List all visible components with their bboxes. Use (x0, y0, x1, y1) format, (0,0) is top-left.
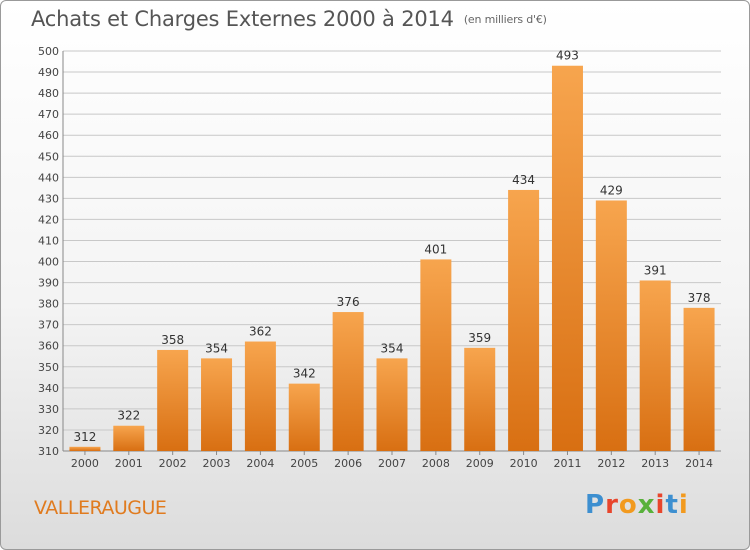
bar-2012[interactable] (595, 200, 627, 451)
x-tick-label: 2011 (553, 457, 581, 470)
y-tick-label: 380 (38, 298, 59, 311)
data-label-2010: 434 (512, 173, 535, 187)
bar-2000[interactable] (69, 446, 101, 451)
data-label-2002: 358 (161, 333, 184, 347)
y-tick-label: 490 (38, 66, 59, 79)
x-tick-label: 2005 (290, 457, 318, 470)
data-label-2014: 378 (688, 291, 711, 305)
y-tick-label: 470 (38, 108, 59, 121)
logo-letter: x (637, 490, 656, 520)
proxiti-logo[interactable]: Proxiti (585, 490, 689, 520)
bars (69, 65, 715, 451)
data-label-2007: 354 (381, 341, 404, 355)
x-tick-label: 2006 (334, 457, 362, 470)
logo-letter: i (678, 490, 689, 520)
data-label-2013: 391 (644, 263, 667, 277)
y-tick-label: 460 (38, 129, 59, 142)
data-label-2011: 493 (556, 49, 579, 63)
bar-2007[interactable] (376, 358, 408, 451)
logo-letter: t (665, 490, 679, 520)
axes: 310 320 330 340 350 360 370 380 390 400 410 420 430 4… (38, 45, 721, 470)
y-tick-label: 370 (38, 319, 59, 332)
y-tick-label: 410 (38, 234, 59, 247)
y-tick-label: 360 (38, 340, 59, 353)
x-tick-label: 2000 (71, 457, 99, 470)
x-tick-label: 2007 (378, 457, 406, 470)
bar-2005[interactable] (288, 383, 320, 451)
bar-2004[interactable] (244, 341, 276, 451)
x-tick-label: 2003 (203, 457, 231, 470)
y-tick-label: 400 (38, 256, 59, 269)
y-tick-label: 430 (38, 192, 59, 205)
bar-2001[interactable] (113, 425, 145, 451)
bar-2003[interactable] (201, 358, 233, 451)
bar-2002[interactable] (157, 349, 189, 451)
bar-2010[interactable] (508, 189, 540, 451)
chart-subtitle: (en milliers d'€) (463, 13, 547, 26)
x-tick-label: 2002 (159, 457, 187, 470)
x-tick-label: 2013 (641, 457, 669, 470)
bar-2008[interactable] (420, 259, 452, 451)
x-tick-label: 2008 (422, 457, 450, 470)
data-label-2009: 359 (468, 331, 491, 345)
x-tick-label: 2004 (246, 457, 274, 470)
commune-name: VALLERAUGUE (34, 497, 167, 519)
y-tick-label: 480 (38, 87, 59, 100)
y-tick-label: 350 (38, 361, 59, 374)
bar-2011[interactable] (551, 65, 583, 451)
logo-letter: o (618, 490, 638, 520)
y-tick-label: 420 (38, 213, 59, 226)
bar-2006[interactable] (332, 312, 364, 451)
data-label-2012: 429 (600, 183, 623, 197)
x-tick-label: 2001 (115, 457, 143, 470)
data-label-2005: 342 (293, 367, 316, 381)
y-tick-label: 340 (38, 382, 59, 395)
logo-letter: P (585, 490, 606, 520)
logo-letter: r (605, 490, 619, 520)
data-label-2003: 354 (205, 341, 228, 355)
y-tick-label: 440 (38, 171, 59, 184)
data-label-2004: 362 (249, 325, 272, 339)
bar-2014[interactable] (683, 307, 715, 451)
bar-2009[interactable] (464, 347, 496, 451)
chart-title-main: Achats et Charges Externes 2000 à 2014 (31, 7, 454, 31)
data-label-2006: 376 (337, 295, 360, 309)
y-tick-label: 500 (38, 45, 59, 58)
data-labels: 312 322 358 354 362 342 376 354 401 359 434 493 429 3… (73, 49, 710, 444)
logo-letter: i (655, 490, 666, 520)
bar-2013[interactable] (639, 280, 671, 451)
x-tick-label: 2014 (685, 457, 713, 470)
data-label-2008: 401 (424, 242, 447, 256)
y-tick-label: 450 (38, 150, 59, 163)
x-tick-label: 2009 (466, 457, 494, 470)
data-label-2000: 312 (73, 430, 96, 444)
y-tick-label: 390 (38, 277, 59, 290)
data-label-2001: 322 (117, 409, 140, 423)
y-tick-label: 320 (38, 424, 59, 437)
x-tick-label: 2012 (597, 457, 625, 470)
y-tick-label: 330 (38, 403, 59, 416)
y-tick-label: 310 (38, 445, 59, 458)
x-tick-label: 2010 (510, 457, 538, 470)
chart-title: Achats et Charges Externes 2000 à 2014 (e… (31, 7, 547, 31)
